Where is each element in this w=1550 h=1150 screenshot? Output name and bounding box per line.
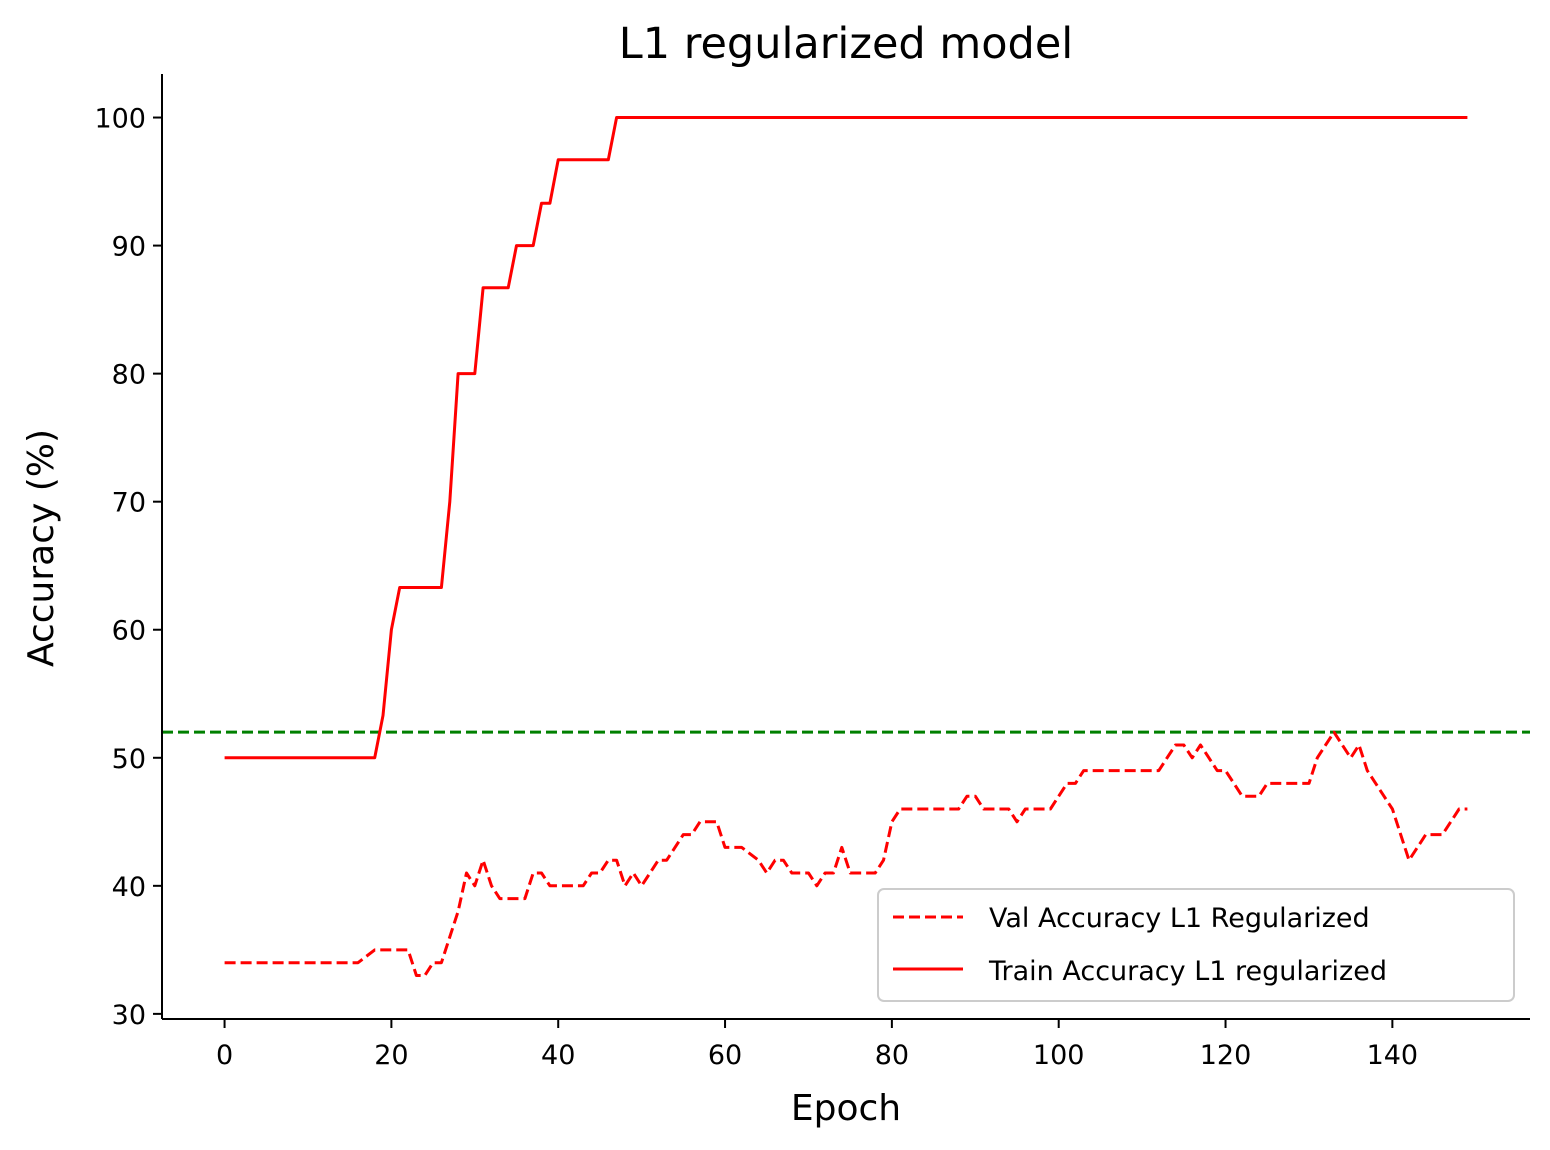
chart-title: L1 regularized model (619, 19, 1074, 69)
y-tick-label: 80 (112, 360, 146, 391)
series-line-train-accuracy (224, 116, 1468, 760)
x-tick-label: 0 (216, 1040, 233, 1071)
y-axis-label: Accuracy (%) (21, 429, 62, 667)
series-layer (162, 116, 1530, 977)
legend-label-val: Val Accuracy L1 Regularized (989, 903, 1370, 934)
x-ticks: 0 20 40 60 80 100 120 140 (216, 1019, 1418, 1071)
y-tick-label: 40 (112, 872, 146, 903)
x-tick-label: 120 (1200, 1040, 1252, 1071)
y-tick-label: 60 (112, 616, 146, 647)
y-tick-label: 100 (94, 104, 146, 135)
y-tick-label: 70 (112, 488, 146, 519)
legend: Val Accuracy L1 Regularized Train Accura… (877, 888, 1515, 1002)
y-ticks: 30 40 50 60 70 80 90 100 (94, 104, 162, 1031)
x-tick-label: 60 (708, 1040, 742, 1071)
x-axis-label: Epoch (791, 1088, 901, 1129)
y-tick-label: 50 (112, 744, 146, 775)
x-tick-label: 100 (1033, 1040, 1085, 1071)
x-tick-label: 80 (875, 1040, 909, 1071)
legend-label-train: Train Accuracy L1 regularized (988, 956, 1387, 987)
legend-box (877, 888, 1515, 1002)
y-tick-label: 30 (112, 1000, 146, 1031)
y-tick-label: 90 (112, 232, 146, 263)
x-tick-label: 20 (374, 1040, 408, 1071)
x-tick-label: 140 (1367, 1040, 1419, 1071)
x-tick-label: 40 (541, 1040, 575, 1071)
series-line-val-accuracy (224, 730, 1468, 977)
